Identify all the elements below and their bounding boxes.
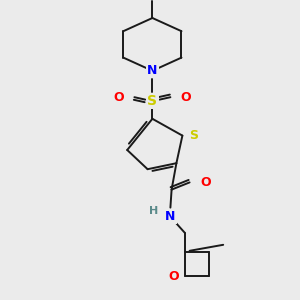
Text: O: O <box>200 176 211 189</box>
Text: S: S <box>147 94 158 108</box>
Text: H: H <box>149 206 158 216</box>
Text: O: O <box>181 91 191 104</box>
Text: O: O <box>169 269 179 283</box>
Text: S: S <box>189 129 198 142</box>
Text: N: N <box>147 64 158 77</box>
Text: O: O <box>113 91 124 104</box>
Text: N: N <box>165 209 176 223</box>
